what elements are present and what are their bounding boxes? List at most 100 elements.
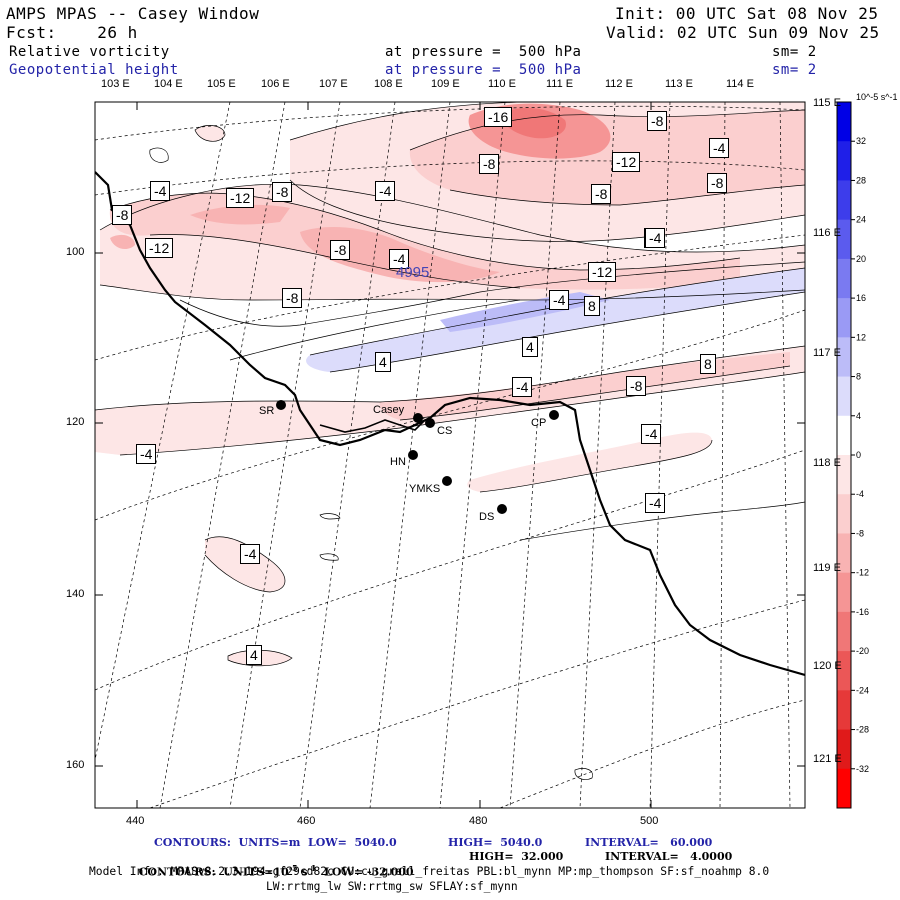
contour-label: -12 [612, 152, 641, 172]
lon-label-top: 112 E [605, 78, 633, 90]
contour-label: -12 [226, 188, 255, 208]
x-axis-label: 440 [126, 815, 145, 827]
vorticity-fill-moderate [379, 352, 790, 420]
contour-label: -8 [591, 184, 612, 204]
vorticity-fill-core [503, 107, 566, 139]
lon-label-right: 117 E [813, 347, 841, 359]
colorbar-tick-label: 28 [856, 175, 866, 185]
plot-title: AMPS MPAS -- Casey Window [6, 4, 260, 23]
contour-label: -4 [375, 181, 396, 201]
colorbar-tick-label: 12 [856, 332, 866, 342]
footer-units-exp: -5 [288, 863, 298, 873]
contour-label: -8 [330, 240, 351, 260]
plot-frame [94, 101, 806, 809]
y-axis-label: 100 [66, 246, 85, 258]
y-axis-label: 140 [66, 588, 85, 600]
vorticity-fill-weak [110, 234, 135, 250]
lon-label-right: 119 E [813, 562, 841, 574]
footer-height-contours: CONTOURS: UNITS=m LOW= 5040.0 [154, 836, 397, 849]
colorbar-tick-label: -12 [856, 568, 869, 578]
latlon-grid [95, 102, 805, 808]
contour-label: -16 [484, 107, 513, 127]
station-label: Casey [373, 404, 405, 416]
colorbar-swatch [837, 141, 851, 181]
x-axis-label: 500 [640, 815, 659, 827]
colorbar-tick-label: 32 [856, 136, 866, 146]
contour-label: -4 [240, 544, 261, 564]
contour-label: -4 [709, 138, 730, 158]
station-dot [497, 504, 507, 514]
forecast-hour: Fcst: 26 h [6, 23, 138, 42]
footer-height-interval: INTERVAL= 60.000 [585, 836, 713, 849]
colorbar-swatch [837, 768, 851, 809]
colorbar-tick-label: -8 [856, 528, 864, 538]
footer-vorticity-high: HIGH= 32.000 [469, 850, 564, 863]
station-markers [276, 400, 559, 514]
lon-label-top: 108 E [374, 78, 403, 90]
footer-units: CONTOURS: UNITS=10 [138, 865, 289, 879]
colorbar-tick-label: -24 [856, 685, 869, 695]
contour-label: -12 [588, 262, 617, 282]
contour-label: -4 [389, 249, 410, 269]
station-label: HN [390, 456, 406, 468]
contour-label: 8 [700, 354, 716, 374]
colorbar-tick-label: 4 [856, 411, 861, 421]
colorbar-swatch [837, 180, 851, 221]
vorticity-fill-weak [467, 432, 712, 492]
vorticity-fill-strong [190, 204, 290, 225]
colorbar-tick-label: 16 [856, 293, 866, 303]
colorbar-swatch [837, 494, 851, 534]
lon-label-top: 105 E [207, 78, 236, 90]
colorbar-swatch [837, 415, 851, 456]
contour-label: -4 [645, 493, 666, 513]
contour-label: -4 [136, 444, 157, 464]
valid-time: Valid: 02 UTC Sun 09 Nov 25 [606, 23, 880, 42]
contour-label: 4 [246, 645, 262, 665]
colorbar-swatch [837, 376, 851, 417]
contour-label: -8 [647, 111, 668, 131]
station-label: DS [479, 511, 495, 523]
contour-label: -4 [641, 424, 662, 444]
lon-label-top: 104 E [154, 78, 183, 90]
field1-level: at pressure = 500 hPa [385, 44, 582, 60]
contour-label: -8 [707, 173, 728, 193]
x-axis-label: 480 [469, 815, 488, 827]
colorbar-tick-label: -16 [856, 607, 869, 617]
colorbar-swatch [837, 102, 851, 142]
colorbar-tick-label: 8 [856, 372, 861, 382]
colorbar-swatch [837, 337, 851, 378]
colorbar-swatch [837, 219, 851, 260]
footer-low: LOW= -32.000 [316, 865, 414, 879]
lon-label-right: 115 E [813, 97, 841, 109]
contour-label: -4 [549, 290, 570, 310]
height-contour-label: 4995 [396, 264, 430, 281]
coastline [319, 419, 426, 433]
vorticity-fill-positive [306, 268, 805, 372]
lon-label-top: 111 E [546, 78, 574, 90]
contour-label: 4 [522, 337, 538, 357]
station-dot [413, 413, 423, 423]
colorbar-swatch [837, 298, 851, 338]
station-dot [425, 418, 435, 428]
colorbar-swatch [837, 690, 851, 731]
colorbar-swatch [837, 651, 851, 691]
station-dot [549, 410, 559, 420]
contour-label: -4 [645, 228, 666, 248]
y-axis-label: 120 [66, 416, 85, 428]
footer-height-high: HIGH= 5040.0 [448, 836, 543, 849]
colorbar-unit: 10^-5 s^-1 [856, 92, 897, 102]
field2-name: Geopotential height [9, 62, 179, 78]
contour-label: -8 [272, 182, 293, 202]
lon-label-top: 113 E [665, 78, 693, 90]
field1-smoothing: sm= 2 [772, 44, 817, 60]
vorticity-fill-weak [205, 536, 285, 592]
lon-label-right: 120 E [813, 660, 842, 672]
station-dot [408, 450, 418, 460]
colorbar: 32 28 24 20 16 12 8 4 0 -4 -8 -12 -16 -20 -24 -28 -32 10^… [836, 92, 897, 809]
contour-label: -4 [512, 377, 533, 397]
station-dot [442, 476, 452, 486]
contour-label: 4 [375, 352, 391, 372]
colorbar-tick-label: 20 [856, 254, 866, 264]
contour-label: -12 [145, 238, 174, 258]
